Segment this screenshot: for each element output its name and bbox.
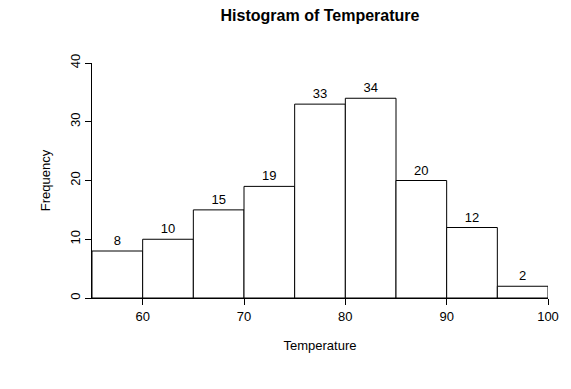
- svg-text:40: 40: [68, 54, 83, 68]
- svg-text:8: 8: [114, 233, 121, 248]
- svg-text:Frequency: Frequency: [38, 149, 53, 211]
- svg-text:33: 33: [313, 86, 327, 101]
- svg-text:12: 12: [465, 210, 479, 225]
- svg-text:15: 15: [211, 192, 225, 207]
- svg-text:0: 0: [68, 292, 83, 299]
- svg-text:19: 19: [262, 168, 276, 183]
- svg-text:2: 2: [519, 268, 526, 283]
- svg-text:60: 60: [135, 309, 149, 324]
- svg-text:Temperature: Temperature: [284, 338, 357, 353]
- svg-text:10: 10: [161, 221, 175, 236]
- svg-text:100: 100: [537, 309, 559, 324]
- svg-text:34: 34: [363, 80, 377, 95]
- svg-text:Histogram of Temperature: Histogram of Temperature: [221, 7, 420, 24]
- svg-text:70: 70: [237, 309, 251, 324]
- svg-text:30: 30: [68, 113, 83, 127]
- svg-text:80: 80: [338, 309, 352, 324]
- svg-text:10: 10: [68, 230, 83, 244]
- svg-text:20: 20: [414, 163, 428, 178]
- svg-text:20: 20: [68, 171, 83, 185]
- svg-text:90: 90: [439, 309, 453, 324]
